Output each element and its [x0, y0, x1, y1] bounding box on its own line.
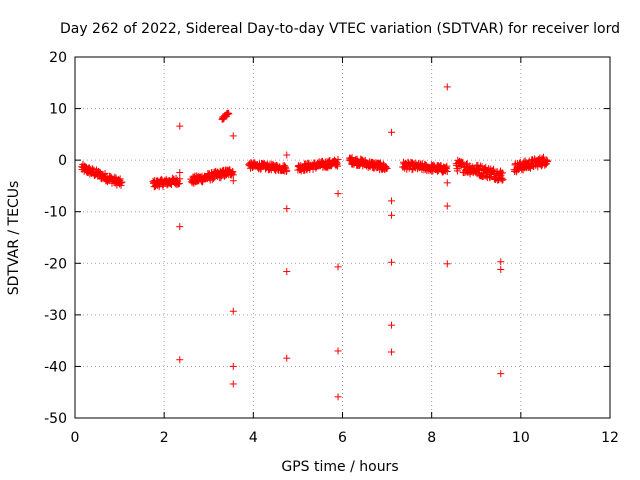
y-tick-label: -10: [44, 205, 67, 221]
plot-frame: [74, 56, 611, 419]
outlier-point: [443, 202, 451, 210]
outlier-point: [229, 132, 237, 140]
outlier-point: [497, 265, 505, 273]
outlier-point: [497, 175, 505, 183]
x-tick-label: 6: [338, 430, 347, 446]
data-point: [499, 169, 507, 177]
y-axis-label: SDTVAR / TECUs: [6, 181, 22, 296]
chart-title: Day 262 of 2022, Sidereal Day-to-day VTE…: [60, 21, 620, 37]
grid: [75, 57, 610, 418]
data-point: [118, 178, 126, 186]
outlier-point: [388, 258, 396, 266]
outlier-point: [176, 122, 184, 130]
outlier-point: [176, 169, 184, 177]
axis-ticks: 0 2 4 6 8 10 12 -50 -40 -30 -20 -10 0 10 20: [44, 50, 619, 446]
data-point: [176, 175, 184, 183]
data-point: [498, 176, 506, 184]
x-tick-label: 4: [249, 430, 258, 446]
outlier-point: [229, 380, 237, 388]
outlier-point: [229, 362, 237, 370]
data-point: [459, 158, 467, 166]
outlier-point: [283, 354, 291, 362]
x-axis-label: GPS time / hours: [281, 459, 398, 475]
x-tick-label: 0: [71, 430, 80, 446]
outlier-point: [388, 128, 396, 136]
outlier-point: [334, 263, 342, 271]
data-point: [334, 155, 342, 163]
outlier-point: [283, 205, 291, 213]
outlier-point: [176, 223, 184, 231]
data-point: [383, 165, 391, 173]
x-tick-label: 10: [512, 430, 530, 446]
outlier-point: [388, 321, 396, 329]
data-point: [225, 110, 233, 118]
outlier-point: [334, 347, 342, 355]
data-point: [453, 167, 461, 175]
outlier-point: [176, 356, 184, 364]
outlier-point: [388, 348, 396, 356]
outlier-point: [283, 268, 291, 276]
data-point: [334, 162, 342, 170]
data-point: [544, 158, 552, 166]
x-tick-label: 2: [160, 430, 169, 446]
outlier-point: [229, 177, 237, 185]
y-tick-label: -20: [44, 256, 67, 272]
y-tick-label: 0: [58, 153, 67, 169]
data-point: [443, 167, 451, 175]
y-tick-label: -30: [44, 308, 67, 324]
x-tick-label: 12: [601, 430, 619, 446]
outlier-point: [497, 258, 505, 266]
data-point: [283, 167, 291, 175]
outlier-point: [497, 370, 505, 378]
data-points: [78, 83, 552, 401]
data-point: [537, 162, 545, 170]
data-point: [476, 162, 484, 170]
y-tick-label: -40: [44, 359, 67, 375]
outlier-point: [334, 190, 342, 198]
outlier-point: [334, 393, 342, 401]
x-tick-label: 8: [427, 430, 436, 446]
outlier-point: [388, 211, 396, 219]
outlier-point: [283, 151, 291, 159]
y-tick-label: 10: [49, 102, 67, 118]
data-point: [229, 171, 237, 179]
outlier-point: [443, 83, 451, 91]
y-tick-label: -50: [44, 411, 67, 427]
outlier-point: [443, 179, 451, 187]
y-tick-label: 20: [49, 50, 67, 66]
outlier-point: [388, 197, 396, 205]
outlier-point: [443, 260, 451, 268]
outlier-point: [229, 307, 237, 315]
